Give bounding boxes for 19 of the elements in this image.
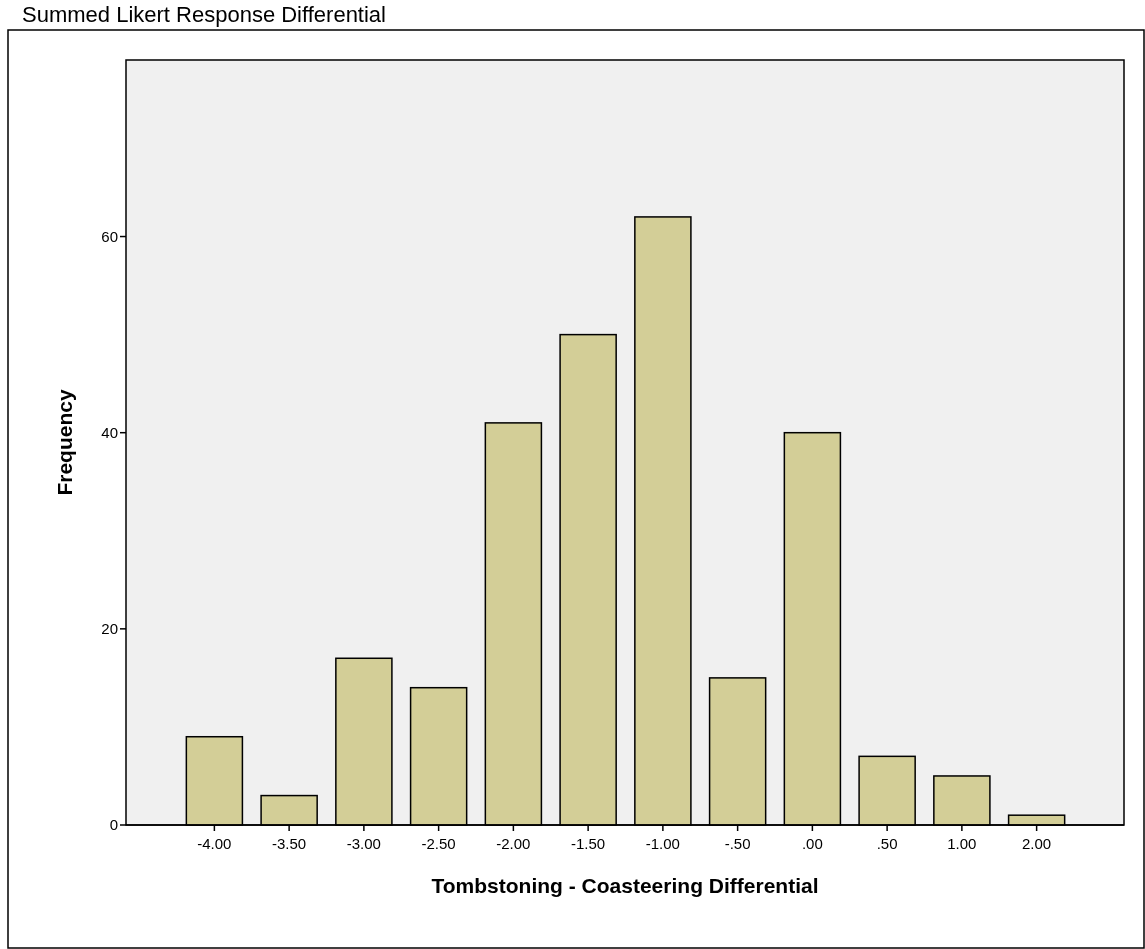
y-axis-title: Frequency [53,389,76,496]
y-tick-label: 0 [109,816,118,834]
chart-title: Summed Likert Response Differential [22,2,386,27]
y-tick-label: 60 [101,227,118,245]
y-tick-label: 40 [101,423,118,441]
x-tick-label: -4.00 [197,835,232,852]
x-tick-label: -2.50 [421,835,456,852]
x-tick-label: -2.00 [496,835,531,852]
x-tick-label: -1.50 [571,835,606,852]
y-tick-label: 20 [101,620,118,638]
x-tick-label: -1.00 [645,835,680,852]
x-tick-label: 2.00 [1022,835,1052,852]
x-tick-label: -3.50 [272,835,307,852]
x-tick-label: -.50 [724,835,751,852]
x-tick-label: .50 [876,835,898,852]
x-tick-label: -3.00 [346,835,381,852]
x-tick-label: .00 [801,835,823,852]
x-tick-label: 1.00 [947,835,977,852]
x-axis-title: Tombstoning - Coasteering Differential [431,874,819,897]
